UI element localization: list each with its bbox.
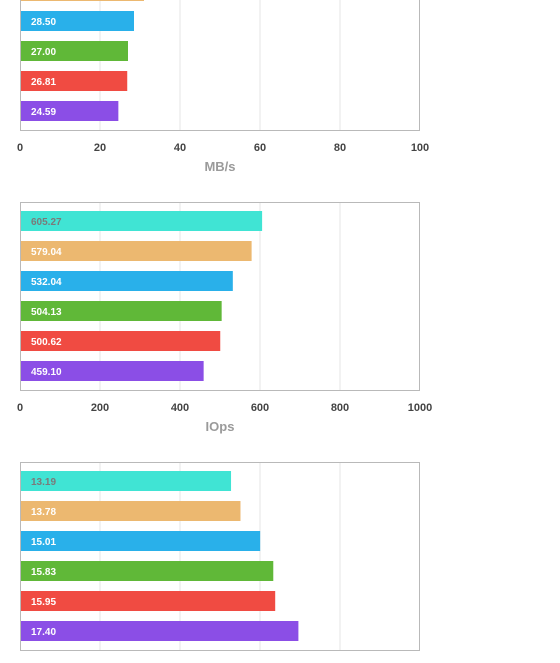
bar: [20, 11, 134, 31]
tick-label: 60: [254, 142, 266, 154]
data-label: 459.10: [31, 367, 62, 378]
bar: [20, 591, 276, 611]
x-axis-label: IOps: [206, 419, 235, 434]
data-label: 15.01: [31, 537, 56, 548]
data-label: 26.81: [31, 77, 56, 88]
data-label: 15.95: [31, 597, 56, 608]
bar: [20, 241, 252, 261]
tick-label: 80: [334, 142, 346, 154]
data-label: 504.13: [31, 307, 62, 318]
data-label: 17.40: [31, 627, 56, 638]
x-axis-label: MB/s: [204, 159, 235, 174]
tick-label: 1000: [408, 402, 432, 414]
data-label: 13.78: [31, 507, 56, 518]
tick-label: 200: [91, 402, 109, 414]
bar: [20, 331, 221, 351]
bar: [20, 0, 144, 1]
bar: [20, 211, 263, 231]
plot-frame: [20, 462, 420, 651]
bar: [20, 361, 204, 381]
bar: [20, 71, 128, 91]
tick-label: 800: [331, 402, 349, 414]
tick-label: 40: [174, 142, 186, 154]
bar: [20, 621, 299, 641]
data-label: 579.04: [31, 247, 62, 258]
data-label: 500.62: [31, 337, 62, 348]
bar: [20, 101, 119, 121]
tick-label: 0: [17, 402, 23, 414]
bar: [20, 301, 222, 321]
bar: [20, 41, 128, 61]
bar: [20, 561, 274, 581]
plot-frame: [20, 202, 420, 391]
tick-label: 20: [94, 142, 106, 154]
bar: [20, 501, 241, 521]
data-label: 13.19: [31, 477, 56, 488]
tick-label: 600: [251, 402, 269, 414]
tick-label: 100: [411, 142, 429, 154]
bar: [20, 471, 232, 491]
data-label: 24.59: [31, 107, 56, 118]
data-label: 28.50: [31, 17, 56, 28]
data-label: 532.04: [31, 277, 62, 288]
tick-label: 0: [17, 142, 23, 154]
tick-label: 400: [171, 402, 189, 414]
data-label: 27.00: [31, 47, 56, 58]
plot-frame: [20, 0, 420, 131]
data-label: 605.27: [31, 217, 62, 228]
bar: [20, 531, 261, 551]
bar: [20, 271, 233, 291]
data-label: 15.83: [31, 567, 56, 578]
